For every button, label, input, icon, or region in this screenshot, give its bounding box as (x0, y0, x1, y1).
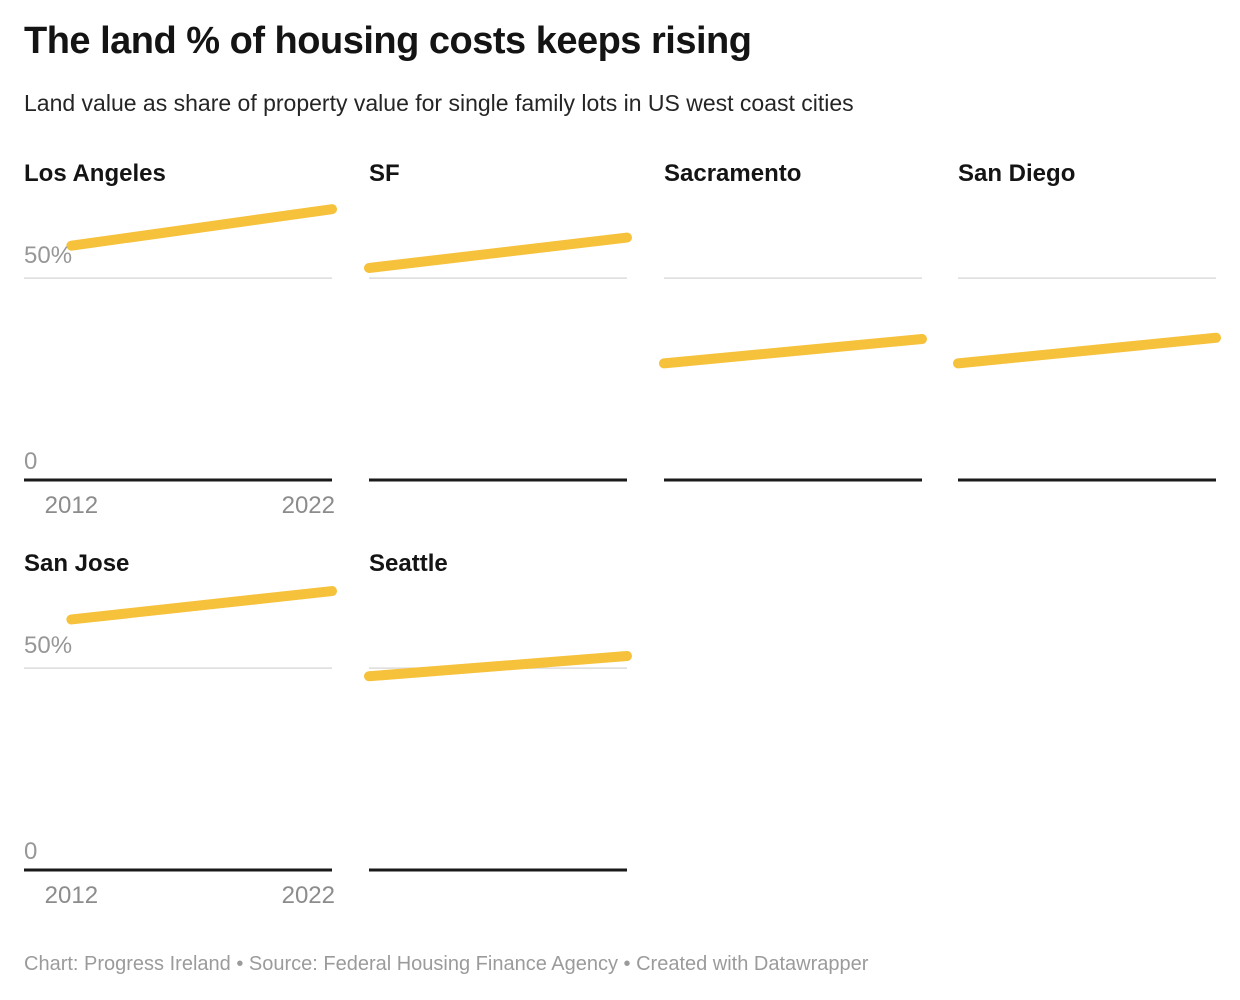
panel-title: San Diego (958, 160, 1076, 187)
footer-attribution: Chart: Progress Ireland • Source: Federa… (24, 953, 869, 975)
panel-plot (364, 232, 632, 482)
panel-title: Seattle (369, 550, 448, 577)
x-tick-label-2022: 2022 (281, 882, 335, 909)
panel-san-diego: San Diego (953, 160, 1221, 522)
panel-plot (659, 277, 927, 482)
panel-title: SF (369, 160, 400, 187)
y-tick-label-0: 0 (24, 448, 38, 475)
panel-plot (953, 277, 1221, 482)
panel-title: Sacramento (664, 160, 802, 187)
x-tick-label-2012: 2012 (44, 882, 99, 909)
panel-title: Los Angeles (24, 160, 166, 187)
trend-line (66, 204, 337, 251)
panel-plot (364, 650, 632, 872)
panel-los-angeles: Los Angeles 50% 0 2012 2022 (24, 160, 337, 522)
y-tick-label-50: 50% (24, 242, 73, 269)
panel-sf: SF (364, 160, 632, 522)
panel-san-jose: San Jose 50% 0 2012 2022 (24, 550, 337, 912)
trend-line (659, 334, 927, 369)
panel-sacramento: Sacramento (659, 160, 927, 522)
trend-line (66, 586, 337, 625)
y-tick-label-0: 0 (24, 838, 38, 865)
x-tick-label-2022: 2022 (281, 492, 335, 519)
panel-plot (24, 586, 337, 872)
trend-line (364, 650, 632, 682)
trend-line (953, 332, 1221, 369)
panel-title: San Jose (24, 550, 130, 577)
chart-subtitle: Land value as share of property value fo… (24, 90, 854, 116)
trend-line (364, 232, 632, 273)
y-tick-label-50: 50% (24, 632, 73, 659)
panel-plot (24, 204, 337, 482)
panel-seattle: Seattle (364, 550, 632, 912)
x-tick-label-2012: 2012 (44, 492, 99, 519)
chart-title: The land % of housing costs keeps rising (24, 20, 752, 62)
